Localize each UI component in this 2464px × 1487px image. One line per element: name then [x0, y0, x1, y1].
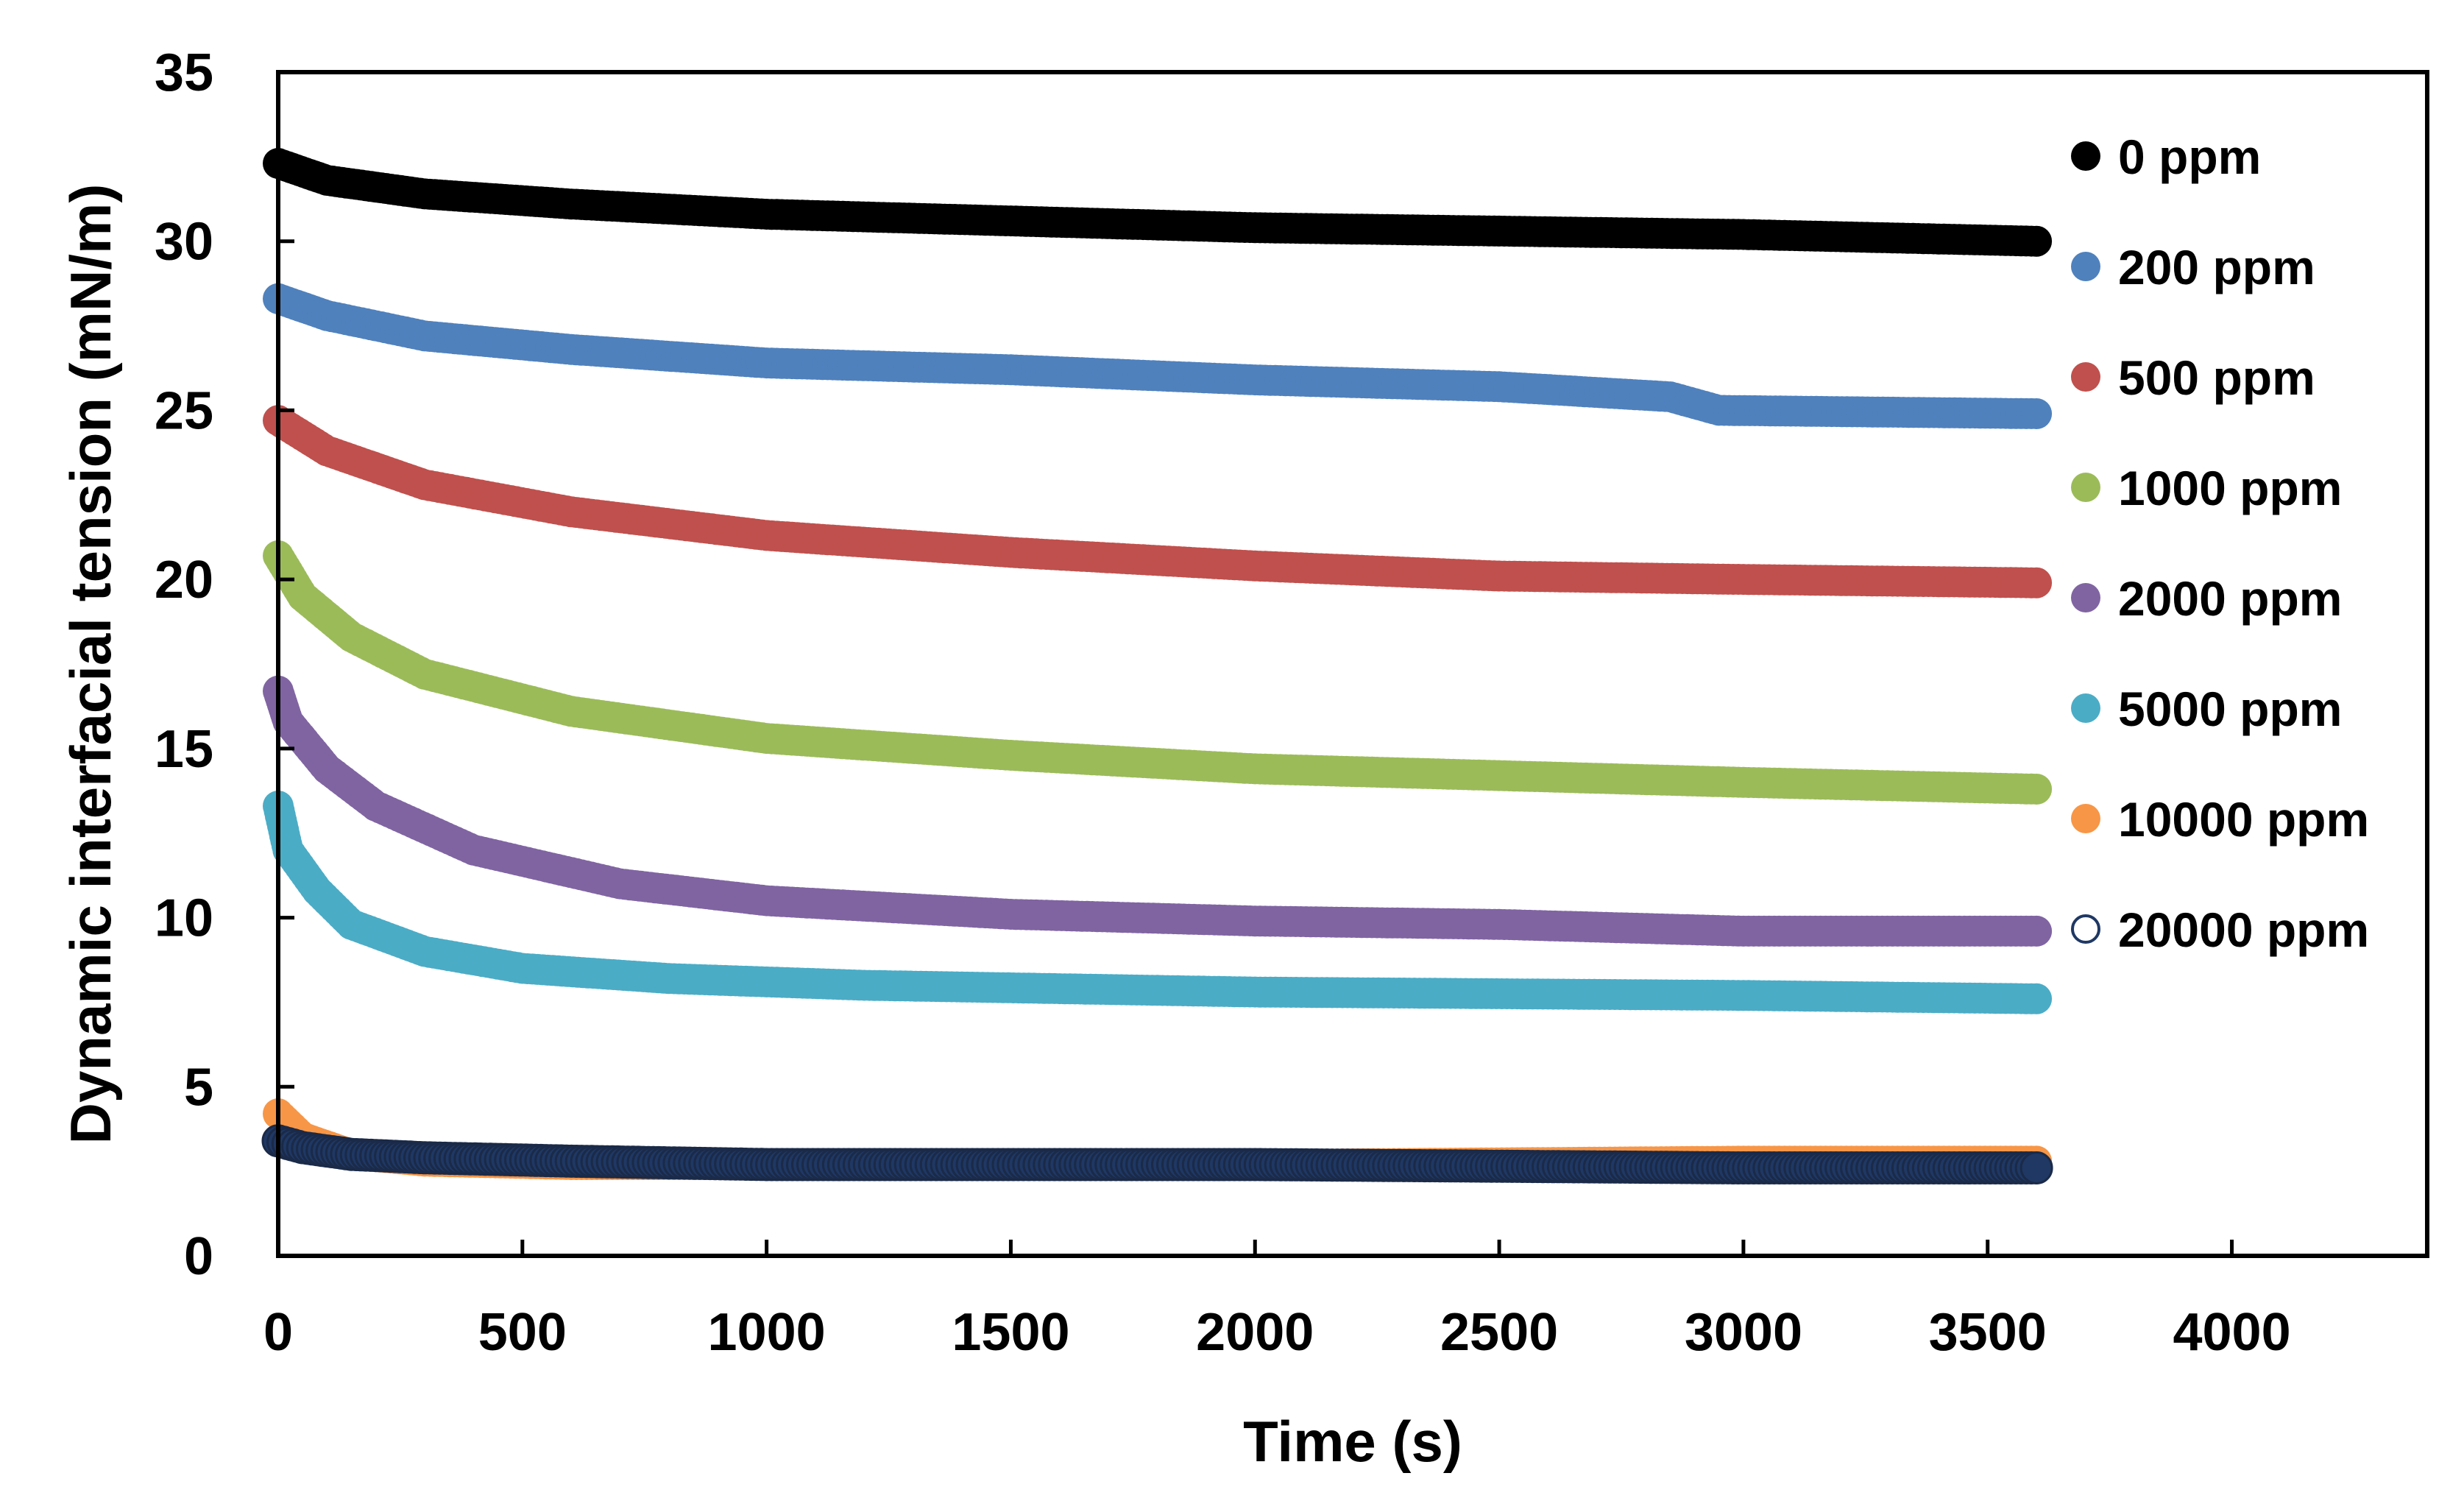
y-tick-label-30: 30 — [155, 213, 213, 272]
x-tick-label-2500: 2500 — [1440, 1303, 1558, 1362]
x-tick-label-0: 0 — [263, 1303, 293, 1362]
x-tick-label-500: 500 — [478, 1303, 567, 1362]
y-tick-label-20: 20 — [155, 551, 213, 610]
data-point — [2021, 983, 2053, 1014]
legend-marker — [2071, 362, 2100, 392]
legend-marker — [2071, 804, 2100, 833]
series-2000-ppm — [263, 675, 2053, 947]
legend-label: 500 ppm — [2118, 350, 2315, 405]
x-tick-label-4000: 4000 — [2173, 1303, 2290, 1362]
x-tick-label-1500: 1500 — [952, 1303, 1069, 1362]
series-200-ppm — [263, 283, 2053, 429]
plot-frame — [276, 70, 2429, 1258]
y-tick-label-5: 5 — [184, 1058, 213, 1117]
series-5000-ppm — [263, 791, 2053, 1014]
x-tick-label-3500: 3500 — [1929, 1303, 2047, 1362]
data-point — [2019, 1151, 2053, 1184]
x-tick-label-1000: 1000 — [708, 1303, 826, 1362]
y-axis-title: Dynamic interfacial tension (mN/m) — [58, 184, 123, 1145]
legend-label: 200 ppm — [2118, 240, 2315, 294]
legend-marker — [2071, 914, 2100, 944]
x-axis-title: Time (s) — [1243, 1409, 1462, 1474]
series-500-ppm — [263, 405, 2053, 598]
legend-marker — [2071, 141, 2100, 171]
data-point — [2021, 774, 2053, 805]
data-point — [2021, 567, 2053, 598]
y-tick-label-15: 15 — [155, 720, 213, 779]
y-tick-label-0: 0 — [184, 1227, 213, 1286]
legend-marker — [2071, 252, 2100, 281]
axis-ticks: 0 500 1000 1500 2000 2500 3000 3500 4000 0 5 10 15 20… — [155, 43, 2291, 1362]
legend-item-200-ppm: 200 ppm — [2071, 240, 2315, 294]
legend-item-1000-ppm: 1000 ppm — [2071, 461, 2342, 515]
legend-label: 20000 ppm — [2118, 903, 2369, 957]
legend-marker — [2071, 473, 2100, 502]
legend-item-500-ppm: 500 ppm — [2071, 350, 2315, 405]
legend-item-10000-ppm: 10000 ppm — [2071, 792, 2369, 847]
legend-item-5000-ppm: 5000 ppm — [2071, 682, 2342, 736]
legend-label: 1000 ppm — [2118, 461, 2342, 515]
legend-marker — [2071, 583, 2100, 612]
series-1000-ppm — [263, 540, 2053, 805]
series-0-ppm — [263, 148, 2053, 257]
series-20000-ppm — [261, 1124, 2053, 1184]
legend-marker — [2071, 693, 2100, 723]
data-point — [2021, 915, 2053, 947]
legend-label: 2000 ppm — [2118, 571, 2342, 626]
y-tick-label-35: 35 — [155, 43, 213, 102]
legend-item-0-ppm: 0 ppm — [2071, 130, 2261, 184]
legend-label: 5000 ppm — [2118, 682, 2342, 736]
legend-item-20000-ppm: 20000 ppm — [2071, 903, 2369, 957]
y-tick-label-25: 25 — [155, 381, 213, 440]
legend-label: 10000 ppm — [2118, 792, 2369, 847]
legend-label: 0 ppm — [2118, 130, 2261, 184]
x-tick-label-3000: 3000 — [1685, 1303, 1802, 1362]
data-markers — [261, 148, 2053, 1184]
data-point — [2021, 398, 2053, 429]
y-tick-label-10: 10 — [155, 889, 213, 948]
data-point — [2021, 225, 2053, 257]
legend: 0 ppm 200 ppm 500 ppm 1000 ppm 2000 ppm 5000 … — [2071, 130, 2369, 957]
legend-item-2000-ppm: 2000 ppm — [2071, 571, 2342, 626]
x-tick-label-2000: 2000 — [1196, 1303, 1314, 1362]
